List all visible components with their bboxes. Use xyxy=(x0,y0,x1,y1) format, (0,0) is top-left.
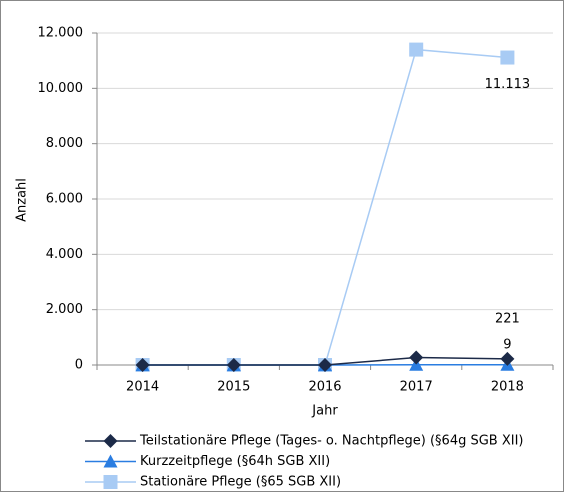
data-point xyxy=(135,358,150,372)
y-axis-title: Anzahl xyxy=(15,178,30,222)
legend-marker xyxy=(103,454,118,468)
x-axis-title: Jahr xyxy=(311,404,338,419)
x-tick-label: 2014 xyxy=(126,380,159,395)
y-tick-label: 0 xyxy=(75,358,83,373)
legend-label: Kurzzeitpflege (§64h SGB XII) xyxy=(140,454,330,469)
data-point xyxy=(500,351,515,366)
legend-label: Teilstationäre Pflege (Tages- o. Nachtpf… xyxy=(139,434,524,449)
legend-label: Stationäre Pflege (§65 SGB XII) xyxy=(140,475,341,490)
y-tick-label: 12.000 xyxy=(38,26,84,41)
data-point xyxy=(318,358,332,372)
data-point xyxy=(409,42,424,57)
data-label: 221 xyxy=(495,311,520,326)
data-point xyxy=(500,50,515,65)
y-tick-label: 4.000 xyxy=(46,247,83,262)
x-tick-label: 2018 xyxy=(491,380,524,395)
y-tick-label: 10.000 xyxy=(38,81,84,96)
data-label: 9 xyxy=(503,337,511,352)
x-tick-label: 2016 xyxy=(308,380,341,395)
x-tick-label: 2017 xyxy=(400,380,433,395)
y-tick-label: 2.000 xyxy=(46,302,83,317)
y-tick-label: 8.000 xyxy=(46,136,83,151)
data-label: 11.113 xyxy=(485,77,531,92)
legend-marker xyxy=(103,434,118,448)
y-tick-label: 6.000 xyxy=(46,192,83,207)
data-point xyxy=(409,350,424,365)
x-tick-label: 2015 xyxy=(217,380,250,395)
data-point xyxy=(226,358,241,372)
legend-marker xyxy=(103,475,118,489)
